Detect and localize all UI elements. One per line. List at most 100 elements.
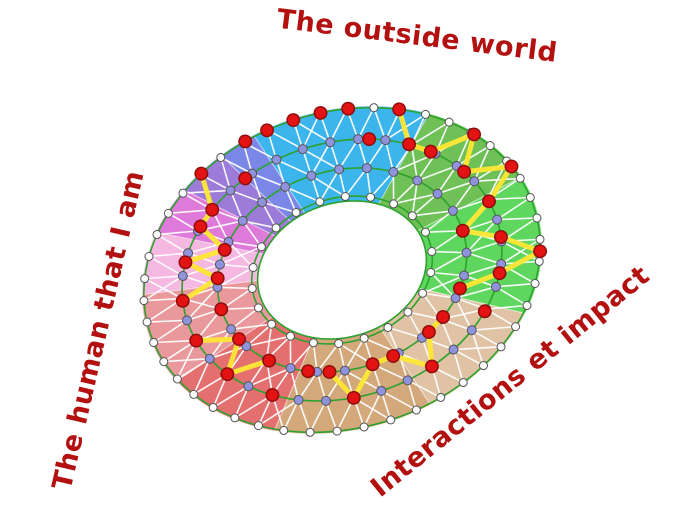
- wheel-node-ring3[interactable]: [426, 267, 436, 277]
- wheel-node-ring0[interactable]: [216, 152, 226, 162]
- wheel-node-ring3[interactable]: [418, 288, 428, 298]
- wheel-node-ring1[interactable]: [297, 143, 308, 155]
- wheel-node-ring3[interactable]: [315, 197, 325, 207]
- wheel-node-ring1[interactable]: [204, 353, 215, 364]
- wheel-node-ring3[interactable]: [383, 322, 393, 333]
- milestone-node[interactable]: [452, 281, 468, 297]
- wheel-node-ring0[interactable]: [253, 421, 264, 431]
- milestone-node[interactable]: [504, 159, 520, 175]
- wheel-node-ring3[interactable]: [359, 333, 369, 343]
- milestone-node[interactable]: [237, 171, 253, 187]
- milestone-node[interactable]: [421, 324, 437, 340]
- wheel-node-ring0[interactable]: [535, 234, 545, 244]
- wheel-node-ring0[interactable]: [420, 109, 430, 119]
- milestone-node[interactable]: [477, 303, 493, 319]
- milestone-node[interactable]: [231, 331, 247, 347]
- wheel-node-ring3[interactable]: [366, 192, 376, 202]
- wheel-node-ring0[interactable]: [478, 361, 488, 371]
- milestone-node[interactable]: [313, 105, 329, 121]
- wheel-node-ring2[interactable]: [458, 270, 470, 281]
- wheel-node-ring0[interactable]: [532, 213, 542, 223]
- wheel-node-ring0[interactable]: [444, 117, 454, 127]
- milestone-node[interactable]: [259, 123, 275, 139]
- milestone-node[interactable]: [391, 102, 407, 118]
- wheel-node-ring1[interactable]: [243, 381, 254, 392]
- milestone-node[interactable]: [204, 202, 220, 218]
- wheel-node-ring0[interactable]: [511, 322, 521, 332]
- milestone-node[interactable]: [194, 166, 210, 182]
- wheel-node-ring3[interactable]: [267, 319, 277, 329]
- milestone-node[interactable]: [435, 309, 451, 325]
- wheel-node-ring3[interactable]: [248, 262, 258, 273]
- wheel-node-ring0[interactable]: [496, 342, 506, 352]
- wheel-node-ring0[interactable]: [411, 405, 421, 415]
- wheel-node-ring1[interactable]: [325, 137, 336, 148]
- wheel-node-ring0[interactable]: [305, 427, 315, 437]
- wheel-node-ring0[interactable]: [142, 317, 152, 327]
- wheel-node-ring0[interactable]: [369, 103, 379, 113]
- milestone-node[interactable]: [237, 134, 253, 150]
- milestone-node[interactable]: [532, 243, 548, 259]
- wheel-node-ring2[interactable]: [361, 162, 372, 174]
- wheel-node-ring2[interactable]: [333, 164, 345, 175]
- wheel-node-ring2[interactable]: [339, 365, 350, 376]
- wheel-node-ring3[interactable]: [291, 207, 301, 217]
- wheel-node-ring1[interactable]: [448, 344, 459, 355]
- milestone-node[interactable]: [261, 353, 277, 369]
- milestone-node[interactable]: [361, 131, 377, 147]
- wheel-node-ring1[interactable]: [293, 394, 304, 405]
- wheel-node-ring3[interactable]: [407, 211, 417, 221]
- wheel-node-ring1[interactable]: [466, 325, 477, 336]
- wheel-node-ring0[interactable]: [436, 392, 446, 402]
- wheel-node-ring0[interactable]: [458, 378, 468, 388]
- wheel-node-ring3[interactable]: [308, 338, 318, 348]
- wheel-node-ring0[interactable]: [189, 389, 199, 399]
- milestone-node[interactable]: [481, 194, 497, 210]
- milestone-node[interactable]: [210, 270, 226, 286]
- wheel-node-ring0[interactable]: [359, 422, 369, 432]
- wheel-node-ring0[interactable]: [152, 229, 162, 240]
- wheel-node-ring2[interactable]: [432, 188, 443, 199]
- wheel-node-ring1[interactable]: [380, 134, 391, 146]
- wheel-node-ring1[interactable]: [271, 154, 282, 165]
- wheel-node-ring3[interactable]: [256, 242, 266, 252]
- wheel-node-ring3[interactable]: [334, 338, 344, 349]
- milestone-node[interactable]: [424, 359, 440, 375]
- milestone-node[interactable]: [401, 137, 417, 153]
- milestone-node[interactable]: [492, 265, 508, 281]
- wheel-node-ring0[interactable]: [159, 357, 169, 367]
- wheel-node-ring0[interactable]: [332, 426, 342, 436]
- wheel-node-ring1[interactable]: [320, 395, 331, 406]
- wheel-node-ring0[interactable]: [178, 188, 188, 198]
- wheel-node-ring3[interactable]: [403, 307, 413, 317]
- wheel-node-ring3[interactable]: [285, 331, 295, 341]
- milestone-node[interactable]: [493, 229, 509, 245]
- wheel-node-ring1[interactable]: [402, 375, 413, 386]
- wheel-node-ring3[interactable]: [389, 199, 399, 209]
- wheel-node-ring2[interactable]: [225, 324, 237, 335]
- wheel-node-ring0[interactable]: [208, 402, 218, 412]
- wheel-node-ring0[interactable]: [530, 278, 540, 289]
- wheel-node-ring3[interactable]: [247, 283, 257, 293]
- milestone-node[interactable]: [217, 242, 233, 258]
- wheel-node-ring0[interactable]: [279, 425, 289, 435]
- milestone-node[interactable]: [193, 219, 209, 235]
- milestone-node[interactable]: [346, 390, 362, 406]
- wheel-node-ring1[interactable]: [469, 176, 480, 187]
- wheel-node-ring0[interactable]: [515, 173, 525, 183]
- wheel-node-ring1[interactable]: [352, 133, 364, 145]
- wheel-node-ring1[interactable]: [181, 315, 192, 326]
- wheel-node-ring0[interactable]: [144, 251, 154, 261]
- wheel-node-ring0[interactable]: [140, 274, 150, 284]
- milestone-node[interactable]: [188, 333, 204, 349]
- milestone-node[interactable]: [365, 356, 381, 372]
- wheel-node-ring0[interactable]: [522, 300, 532, 310]
- wheel-node-ring3[interactable]: [427, 247, 437, 257]
- wheel-node-ring2[interactable]: [388, 166, 399, 177]
- milestone-node[interactable]: [178, 254, 194, 270]
- wheel-node-ring1[interactable]: [490, 281, 501, 292]
- wheel-node-ring0[interactable]: [485, 141, 495, 151]
- milestone-node[interactable]: [423, 144, 439, 160]
- milestone-node[interactable]: [385, 348, 401, 364]
- wheel-node-ring3[interactable]: [340, 191, 350, 201]
